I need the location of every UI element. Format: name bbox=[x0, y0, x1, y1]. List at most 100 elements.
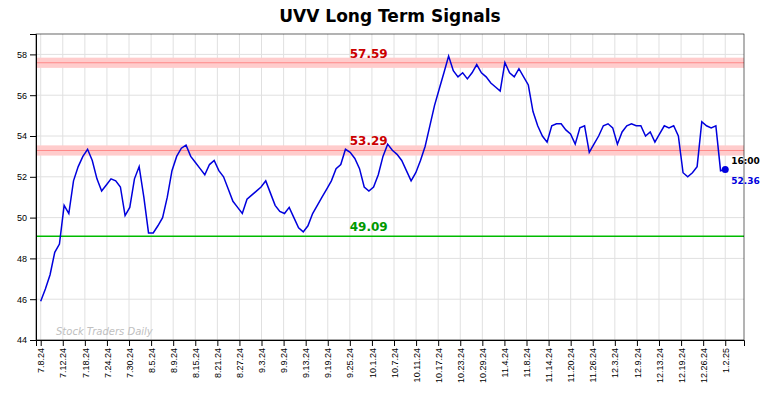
tick-label: 48 bbox=[17, 254, 27, 264]
tick: 11.26.24 bbox=[588, 340, 598, 382]
tick: 8.21.24 bbox=[213, 340, 223, 378]
plot-frame bbox=[36, 34, 744, 340]
tick-label: 11.4.24 bbox=[500, 348, 510, 377]
tick-label: 46 bbox=[17, 295, 27, 305]
tick-label: 11.8.24 bbox=[522, 348, 532, 377]
axis-line bbox=[37, 341, 745, 347]
tick: 11.4.24 bbox=[500, 340, 510, 377]
tick: 7.18.24 bbox=[81, 340, 91, 378]
x-axis: 7.8.24 7.12.24 7.18.24 7.24.24 7.30.24 8.5.24… bbox=[36, 340, 744, 383]
tick-mark bbox=[615, 340, 616, 346]
tick-label: 8.15.24 bbox=[191, 348, 201, 378]
tick: 12.9.24 bbox=[633, 340, 643, 378]
tick-mark bbox=[30, 95, 36, 96]
watermark: Stock Traders Daily bbox=[56, 326, 154, 337]
tick: 12.13.24 bbox=[655, 340, 665, 383]
title: UVV Long Term Signals bbox=[279, 6, 500, 26]
tick: 10.1.24 bbox=[368, 340, 378, 378]
tick: 7.24.24 bbox=[103, 340, 113, 378]
tick-mark bbox=[195, 340, 196, 346]
tick-mark bbox=[63, 340, 64, 346]
tick-label: 44 bbox=[17, 335, 27, 345]
grid-line bbox=[36, 258, 744, 259]
tick-mark bbox=[394, 340, 395, 346]
tick-label: 9.3.24 bbox=[257, 348, 267, 373]
last-point bbox=[722, 166, 729, 173]
tick-mark bbox=[350, 340, 351, 346]
grid-line bbox=[416, 34, 417, 340]
grid-line bbox=[36, 95, 744, 96]
tick: 46 bbox=[17, 295, 36, 305]
tick: 10.29.24 bbox=[478, 340, 488, 383]
tick-mark bbox=[30, 340, 36, 341]
tick-mark bbox=[41, 340, 42, 346]
grid-line bbox=[460, 34, 461, 340]
tick-label: 7.18.24 bbox=[81, 348, 91, 378]
price-line bbox=[41, 56, 726, 301]
reference-label: 57.59 bbox=[350, 47, 388, 61]
tick-mark bbox=[725, 340, 726, 346]
grid-line bbox=[173, 34, 174, 340]
tick-label: 9.9.24 bbox=[279, 348, 289, 373]
grid-line bbox=[36, 136, 744, 137]
tick: 10.17.24 bbox=[434, 340, 444, 383]
grid-line bbox=[62, 34, 63, 340]
tick-mark bbox=[129, 340, 130, 346]
grid-line bbox=[725, 34, 726, 340]
grid-line bbox=[106, 34, 107, 340]
tick: 7.30.24 bbox=[125, 340, 135, 378]
tick-label: 10.11.24 bbox=[412, 348, 422, 382]
tick-label: 7.8.24 bbox=[36, 348, 46, 373]
tick-label: 11.26.24 bbox=[588, 348, 598, 382]
tick-mark bbox=[30, 299, 36, 300]
tick-label: 8.21.24 bbox=[213, 348, 223, 378]
reference-band bbox=[36, 58, 744, 68]
tick: 50 bbox=[17, 213, 36, 223]
tick: 10.11.24 bbox=[412, 340, 422, 382]
tick-label: 11.20.24 bbox=[566, 348, 576, 382]
grid-line bbox=[570, 34, 571, 340]
tick: 44 bbox=[17, 335, 36, 345]
tick-mark bbox=[482, 340, 483, 346]
grid-line bbox=[36, 217, 744, 218]
tick: 8.9.24 bbox=[169, 340, 179, 373]
tick-mark bbox=[107, 340, 108, 346]
tick: 10.7.24 bbox=[390, 340, 400, 378]
tick: 9.9.24 bbox=[279, 340, 289, 373]
tick-mark bbox=[593, 340, 594, 346]
reference-line bbox=[36, 62, 744, 63]
tick-label: 7.12.24 bbox=[58, 348, 68, 378]
tick: 9.19.24 bbox=[323, 340, 333, 378]
tick-label: 10.7.24 bbox=[390, 348, 400, 378]
tick-label: 8.27.24 bbox=[235, 348, 245, 378]
tick: 11.14.24 bbox=[544, 340, 554, 382]
tick: 8.5.24 bbox=[147, 340, 157, 373]
tick-mark bbox=[328, 340, 329, 346]
tick-label: 11.14.24 bbox=[544, 348, 554, 382]
grid-line bbox=[681, 34, 682, 340]
reference-line bbox=[36, 235, 744, 237]
tick-mark bbox=[416, 340, 417, 346]
tick-label: 12.13.24 bbox=[655, 348, 665, 383]
tick: 52 bbox=[17, 172, 36, 182]
tick: 8.15.24 bbox=[191, 340, 201, 378]
tick-label: 58 bbox=[17, 50, 27, 60]
tick-mark bbox=[438, 340, 439, 346]
tick-label: 10.17.24 bbox=[434, 348, 444, 383]
tick-label: 12.19.24 bbox=[677, 348, 687, 383]
grid-line bbox=[36, 176, 744, 177]
tick-label: 12.3.24 bbox=[610, 348, 620, 378]
tick-label: 12.9.24 bbox=[633, 348, 643, 378]
tick: 9.3.24 bbox=[257, 340, 267, 373]
tick-label: 56 bbox=[17, 91, 27, 101]
reference-line bbox=[36, 150, 744, 151]
grid-line bbox=[504, 34, 505, 340]
tick: 12.3.24 bbox=[610, 340, 620, 378]
grid-line bbox=[283, 34, 284, 340]
tick-mark bbox=[30, 54, 36, 55]
tick-label: 10.29.24 bbox=[478, 348, 488, 383]
tick: 58 bbox=[17, 50, 36, 60]
grid-line bbox=[349, 34, 350, 340]
tick-mark bbox=[30, 218, 36, 219]
grid-line bbox=[36, 299, 744, 300]
